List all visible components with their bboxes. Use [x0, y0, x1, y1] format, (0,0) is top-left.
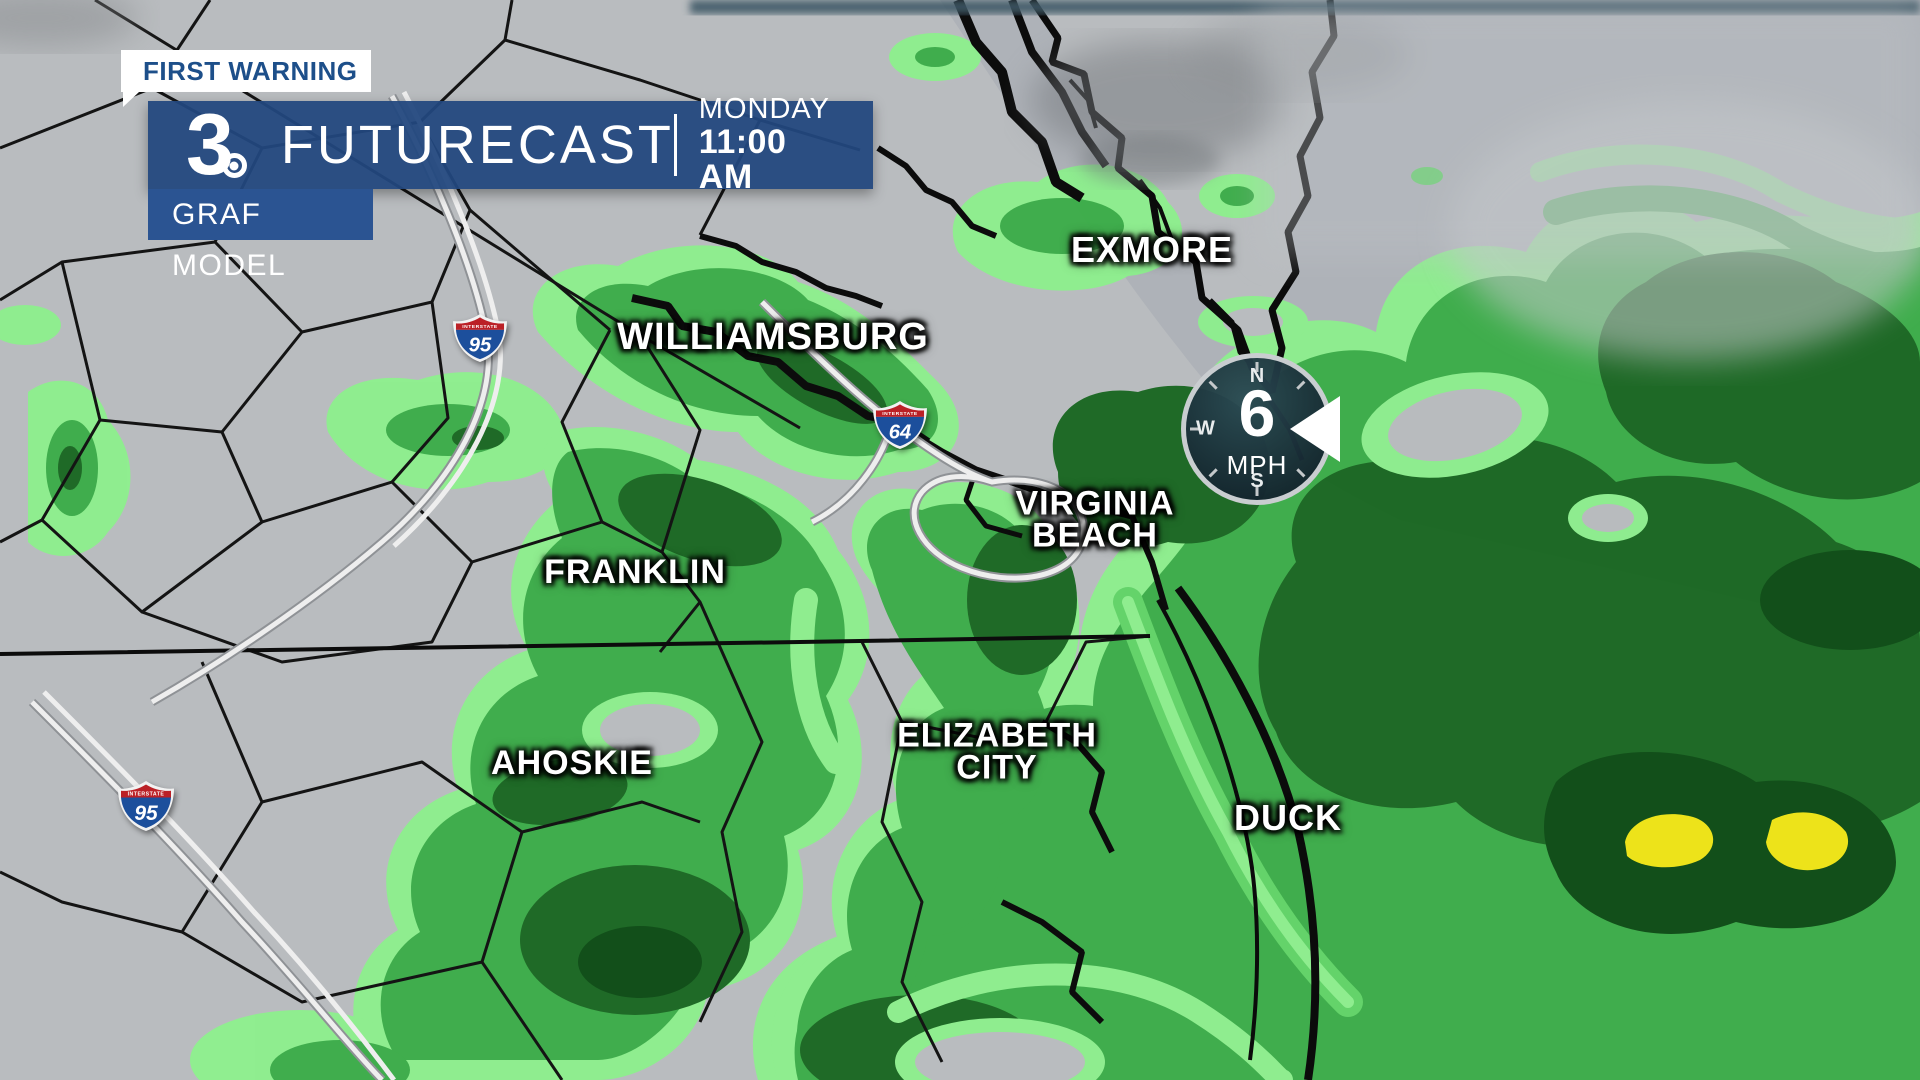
interstate-95-shield-south: INTERSTATE 95 [118, 781, 174, 831]
model-bar: GRAF MODEL [148, 189, 373, 282]
station-logo: 3 [186, 102, 247, 187]
dry-pockets [582, 296, 1648, 1080]
wind-speed-unit: MPH [1226, 450, 1288, 480]
futurecast-banner: 3 FUTURECAST MONDAY 11:00 AM [148, 94, 873, 195]
interstate-word: INTERSTATE [882, 411, 918, 417]
city-label-williamsburg: WILLIAMSBURG [617, 315, 929, 358]
city-label-ahoskie: AHOSKIE [491, 743, 653, 782]
compass-n: N [1249, 365, 1265, 387]
first-warning-tab: FIRST WARNING [121, 50, 371, 107]
compass-s: S [1250, 470, 1264, 492]
city-label-elizabeth-city: ELIZABETH CITY [897, 716, 1097, 787]
heavy-rain-cells [1625, 812, 1849, 871]
interstate-word: INTERSTATE [128, 792, 165, 798]
forecast-time: 11:00 AM [698, 122, 787, 197]
interstate-64-shield: INTERSTATE 64 [873, 400, 927, 450]
city-label-exmore: EXMORE [1070, 228, 1234, 270]
interstate-95-shield-north: INTERSTATE 95 [453, 313, 507, 363]
cbs-eye-icon [221, 153, 247, 179]
wind-speed-value: 6 [1238, 376, 1276, 450]
state-line [0, 634, 1151, 656]
model-label: GRAF MODEL [172, 198, 287, 282]
city-label-franklin: FRANKLIN [544, 552, 726, 591]
first-warning-label: FIRST WARNING [143, 55, 358, 86]
outer-banks [1156, 585, 1320, 1080]
interstate-number: 64 [889, 421, 911, 443]
elizabeth-city-line1: ELIZABETH [897, 716, 1097, 755]
banner-divider [673, 114, 677, 176]
interstate-word: INTERSTATE [462, 324, 498, 330]
elizabeth-city-line2: CITY [956, 749, 1038, 787]
virginia-beach-line1: VIRGINIA [1015, 484, 1175, 523]
compass-w: W [1196, 417, 1215, 440]
city-label-duck: DUCK [1234, 796, 1342, 838]
wind-direction-arrow [1290, 396, 1340, 462]
interstate-number: 95 [469, 334, 492, 356]
interstate-number: 95 [134, 802, 158, 825]
wind-speed-indicator: N E S W 6 MPH [1181, 353, 1340, 505]
city-label-virginia-beach: VIRGINIA BEACH [1015, 484, 1175, 555]
valid-time-block: MONDAY 11:00 AM [699, 94, 847, 196]
banner-title: FUTURECAST [280, 115, 674, 175]
forecast-day: MONDAY [698, 93, 830, 126]
virginia-beach-line2: BEACH [1032, 517, 1158, 555]
cloud-overlay [0, 0, 1920, 360]
